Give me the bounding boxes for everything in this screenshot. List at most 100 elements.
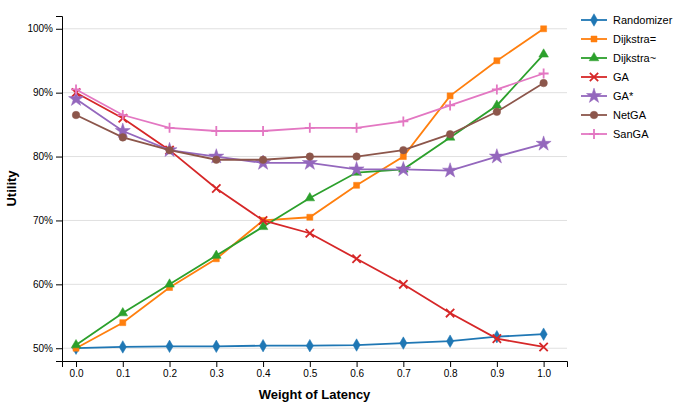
point <box>446 335 453 347</box>
x-tick: 0.4 <box>257 361 271 379</box>
point <box>493 108 501 116</box>
point <box>352 123 362 133</box>
point <box>213 156 221 164</box>
x-tick: 0.9 <box>490 361 504 379</box>
series <box>69 91 552 177</box>
x-tick-mark <box>263 361 264 367</box>
point <box>354 182 360 188</box>
x-tick-mark <box>216 361 217 367</box>
point <box>165 279 175 287</box>
point <box>212 184 220 192</box>
legend-symbol <box>589 52 599 60</box>
point <box>400 154 406 160</box>
point <box>493 330 500 342</box>
y-tick-label: 80% <box>33 151 53 162</box>
point <box>536 136 551 150</box>
legend-symbol <box>590 73 598 81</box>
point <box>352 255 360 263</box>
point <box>306 153 314 161</box>
point <box>349 161 364 175</box>
point <box>306 229 314 237</box>
legend-label: Randomizer <box>613 14 673 26</box>
x-tick-mark <box>450 361 451 367</box>
series-layer <box>69 26 552 355</box>
y-tick-mark <box>56 220 62 221</box>
x-tick-label: 0.2 <box>163 368 177 379</box>
plot: 0.00.10.20.30.40.50.60.70.80.91.050%60%7… <box>27 17 567 380</box>
point <box>353 153 361 161</box>
series <box>73 26 547 351</box>
x-tick: 0.3 <box>210 361 224 379</box>
y-tick-mark <box>56 93 62 94</box>
legend-item: Dijkstra= <box>581 33 656 45</box>
x-tick: 0.2 <box>163 361 177 379</box>
x-tick-label: 0.5 <box>303 368 317 379</box>
y-tick-label: 70% <box>33 215 53 226</box>
x-axis-line <box>63 362 568 368</box>
point <box>305 193 315 201</box>
x-tick-mark <box>357 361 358 367</box>
x-tick: 0.7 <box>397 361 411 379</box>
y-tick: 70% <box>33 215 62 226</box>
grid-line <box>62 348 567 349</box>
point <box>540 79 548 87</box>
x-tick-mark <box>403 361 404 367</box>
point <box>259 339 266 351</box>
point <box>165 146 173 154</box>
point <box>256 155 271 169</box>
point <box>213 340 220 352</box>
point <box>211 250 221 258</box>
legend-label: Dijkstra= <box>613 33 656 45</box>
grid-line <box>62 220 567 221</box>
point <box>445 100 455 110</box>
series <box>72 88 548 351</box>
point <box>72 111 80 119</box>
x-tick-label: 0.7 <box>397 368 411 379</box>
legend-item: GA <box>581 71 630 83</box>
point <box>446 309 454 317</box>
point <box>539 49 549 57</box>
chart: 0.00.10.20.30.40.50.60.70.80.91.050%60%7… <box>0 0 685 409</box>
series-line <box>76 93 544 347</box>
point <box>447 93 453 99</box>
point <box>353 339 360 351</box>
legend-label: GA <box>613 71 630 83</box>
x-tick: 0.0 <box>70 361 84 379</box>
legend-item: Dijkstra~ <box>581 52 656 64</box>
x-tick: 0.6 <box>350 361 364 379</box>
y-tick-mark <box>56 348 62 349</box>
grid <box>62 29 567 348</box>
grid-line <box>62 284 567 285</box>
x-tick-mark <box>170 361 171 367</box>
x-tick-mark <box>497 361 498 367</box>
point <box>306 339 313 351</box>
legend-symbol <box>591 36 597 42</box>
point <box>400 146 408 154</box>
x-tick-mark <box>544 361 545 367</box>
y-axis-title: Utility <box>4 170 19 207</box>
x-tick-label: 0.1 <box>116 368 130 379</box>
point <box>118 110 128 120</box>
point <box>540 328 547 340</box>
x-tick-label: 0.4 <box>257 368 271 379</box>
point <box>396 161 411 175</box>
x-tick-mark <box>76 361 77 367</box>
legend-item: GA* <box>581 88 634 102</box>
point <box>493 334 501 342</box>
point <box>211 126 221 136</box>
point <box>307 214 313 220</box>
grid-line <box>62 28 567 29</box>
y-tick-label: 90% <box>33 87 53 98</box>
x-tick-label: 0.8 <box>444 368 458 379</box>
point <box>489 149 504 163</box>
legend-symbol <box>590 14 597 26</box>
y-tick: 50% <box>33 343 62 354</box>
x-axis-title: Weight of Latency <box>259 387 371 402</box>
point <box>120 320 126 326</box>
x-tick: 0.1 <box>116 361 130 379</box>
point <box>443 163 458 177</box>
x-axis: 0.00.10.20.30.40.50.60.70.80.91.0 <box>63 361 568 379</box>
point <box>492 100 502 108</box>
point <box>494 58 500 64</box>
y-tick: 90% <box>33 87 62 98</box>
